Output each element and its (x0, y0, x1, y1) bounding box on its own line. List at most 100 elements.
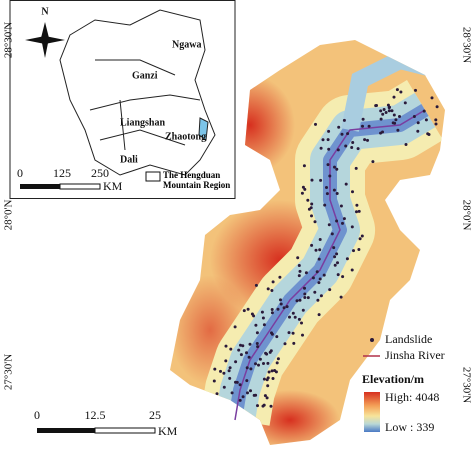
landslide-point (270, 308, 274, 311)
landslide-point (291, 311, 295, 315)
north-label: N (41, 6, 49, 17)
landslide-point (246, 413, 250, 417)
scale-bar (94, 427, 156, 434)
scale-label: 12.5 (85, 408, 106, 422)
region-label: Ngawa (172, 39, 201, 50)
landslide-point (318, 238, 322, 241)
landslide-point (301, 333, 304, 337)
landslide-point (292, 341, 296, 345)
scale-bar (37, 428, 95, 433)
landslide-point (245, 366, 249, 370)
landslide-point (265, 352, 269, 356)
landslide-point (366, 138, 369, 142)
landslide-point (222, 403, 226, 407)
landslide-point (363, 138, 367, 142)
landslide-point (265, 396, 269, 400)
landslide-point (226, 408, 230, 412)
landslide-point (340, 132, 344, 136)
landslide-point (350, 225, 354, 229)
landslide-point (314, 122, 317, 126)
landslide-point (303, 292, 307, 296)
landslide-point (273, 369, 277, 372)
landslide-point (293, 315, 297, 319)
landslide-point (301, 185, 305, 189)
landslide-point (310, 214, 313, 218)
landslide-point (381, 112, 385, 116)
landslide-point (270, 369, 274, 373)
landslide-point (243, 412, 247, 416)
landslide-point (399, 90, 403, 94)
landslide-point (390, 109, 394, 113)
landslide-point (317, 281, 321, 285)
inset-legend-label: The Hengduan Mountain Region (163, 170, 231, 190)
landslide-point (239, 343, 242, 347)
region-label: Zhaotong (165, 131, 206, 142)
landslide-point (262, 323, 266, 327)
landslide-point (234, 360, 238, 364)
landslide-point (327, 129, 331, 133)
landslide-point (379, 131, 383, 135)
landslide-point (249, 423, 253, 427)
landslide-point (360, 234, 364, 238)
region-label: Liangshan (120, 117, 165, 128)
landslide-point (335, 192, 339, 195)
landslide-point (306, 198, 310, 202)
landslide-point (327, 147, 331, 151)
landslide-point (351, 190, 354, 194)
landslide-point (241, 417, 245, 421)
landslide-point (342, 217, 346, 221)
landslide-point (229, 347, 233, 351)
landslide-point (341, 275, 345, 279)
landslide-point (303, 286, 306, 290)
landslide-point (310, 178, 314, 182)
landslide-point (339, 295, 343, 299)
landslide-point (213, 367, 217, 371)
landslide-point (276, 357, 280, 361)
landslide-point (357, 209, 361, 213)
landslide-point (238, 416, 241, 419)
landslide-point (230, 391, 234, 395)
landslide-point (303, 296, 307, 299)
legend-low: Low : 339 (385, 420, 434, 434)
landslide-point (319, 294, 323, 298)
landslide-point (314, 248, 318, 252)
landslide-point (386, 103, 390, 107)
landslide-point (269, 404, 273, 408)
landslide-point (258, 357, 262, 361)
landslide-point (354, 166, 358, 170)
landslide-point (306, 296, 310, 300)
inset-scale-label: 250 (91, 166, 109, 180)
landslide-point (288, 315, 291, 319)
landslide-point (327, 223, 331, 227)
landslide-point (321, 138, 325, 142)
landslide-point (261, 316, 265, 320)
landslide-point (330, 232, 334, 236)
landslide-point (374, 104, 378, 108)
landslide-point (371, 160, 375, 164)
landslide-point (246, 307, 250, 311)
landslide-point (275, 335, 279, 339)
landslide-point (252, 393, 256, 397)
landslide-point (319, 146, 323, 150)
landslide-point (269, 349, 273, 353)
latitude-label: 28°0'N (3, 200, 15, 231)
landslide-point (325, 186, 328, 189)
landslide-point (285, 305, 289, 309)
landslide-point (257, 363, 260, 367)
landslide-point (333, 255, 337, 259)
landslide-point (434, 122, 438, 126)
north-arrow (25, 22, 65, 58)
inset-scale-bar (59, 183, 101, 190)
landslide-point (361, 117, 365, 121)
landslide-point (256, 404, 259, 408)
landslide-point (393, 121, 397, 125)
landslide-point (412, 115, 416, 118)
landslide-point (333, 165, 336, 169)
landslide-point (252, 314, 256, 318)
landslide-point (317, 257, 321, 261)
landslide-point (262, 362, 265, 365)
landslide-point (404, 143, 408, 146)
scale-label: 25 (149, 408, 161, 422)
landslide-point (254, 362, 257, 366)
